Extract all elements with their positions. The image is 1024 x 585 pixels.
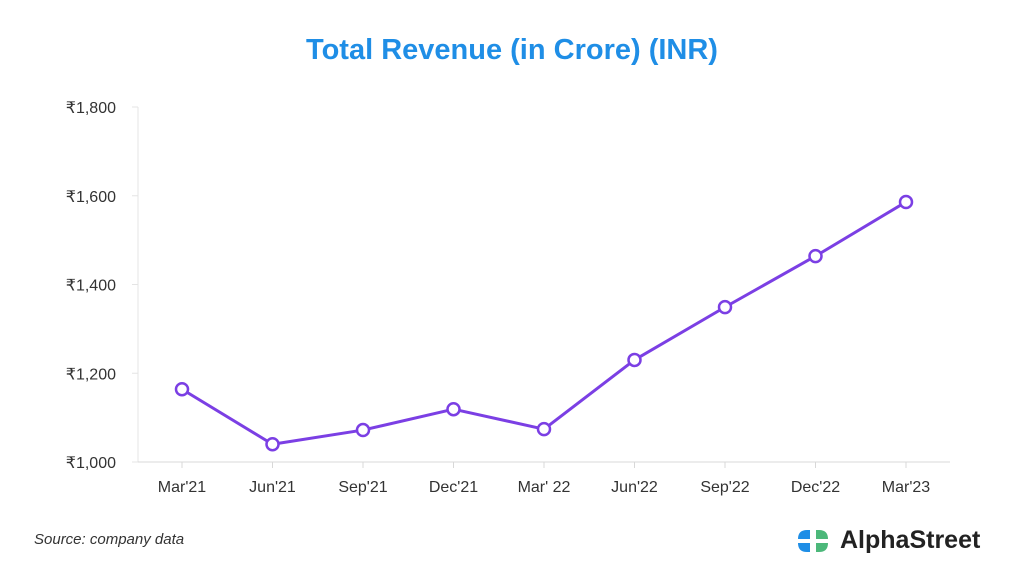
y-tick-label: ₹1,800 (66, 100, 116, 117)
x-tick-label: Jun'21 (249, 479, 296, 496)
data-point (446, 401, 461, 417)
x-tick-label: Dec'21 (429, 479, 478, 496)
x-tick-label: Dec'22 (791, 479, 840, 496)
y-tick-label: ₹1,000 (66, 455, 116, 472)
data-point (717, 299, 733, 315)
data-point (174, 381, 190, 397)
y-tick-label: ₹1,600 (66, 189, 116, 206)
brand-name: AlphaStreet (840, 526, 981, 554)
chart-title: Total Revenue (in Crore) (INR) (306, 34, 718, 66)
data-point (355, 422, 371, 438)
logo-icon (798, 529, 828, 552)
data-point (898, 194, 914, 210)
x-tick-label: Jun'22 (611, 479, 658, 496)
series-line (181, 200, 907, 446)
x-tick-label: Mar'21 (158, 479, 207, 496)
data-point (808, 248, 823, 264)
data-point (265, 437, 280, 452)
x-tick-label: Sep'22 (700, 479, 749, 496)
x-tick-label: Mar'23 (882, 479, 931, 496)
y-tick-label: ₹1,200 (66, 366, 116, 383)
data-point (536, 421, 552, 437)
source-note: Source: company data (34, 531, 185, 548)
x-tick-label: Sep'21 (338, 479, 387, 496)
alphastreet-logo: AlphaStreet (796, 526, 980, 555)
y-tick-label: ₹1,400 (66, 278, 116, 295)
data-point (627, 352, 642, 368)
x-tick-label: Mar' 22 (518, 479, 571, 496)
